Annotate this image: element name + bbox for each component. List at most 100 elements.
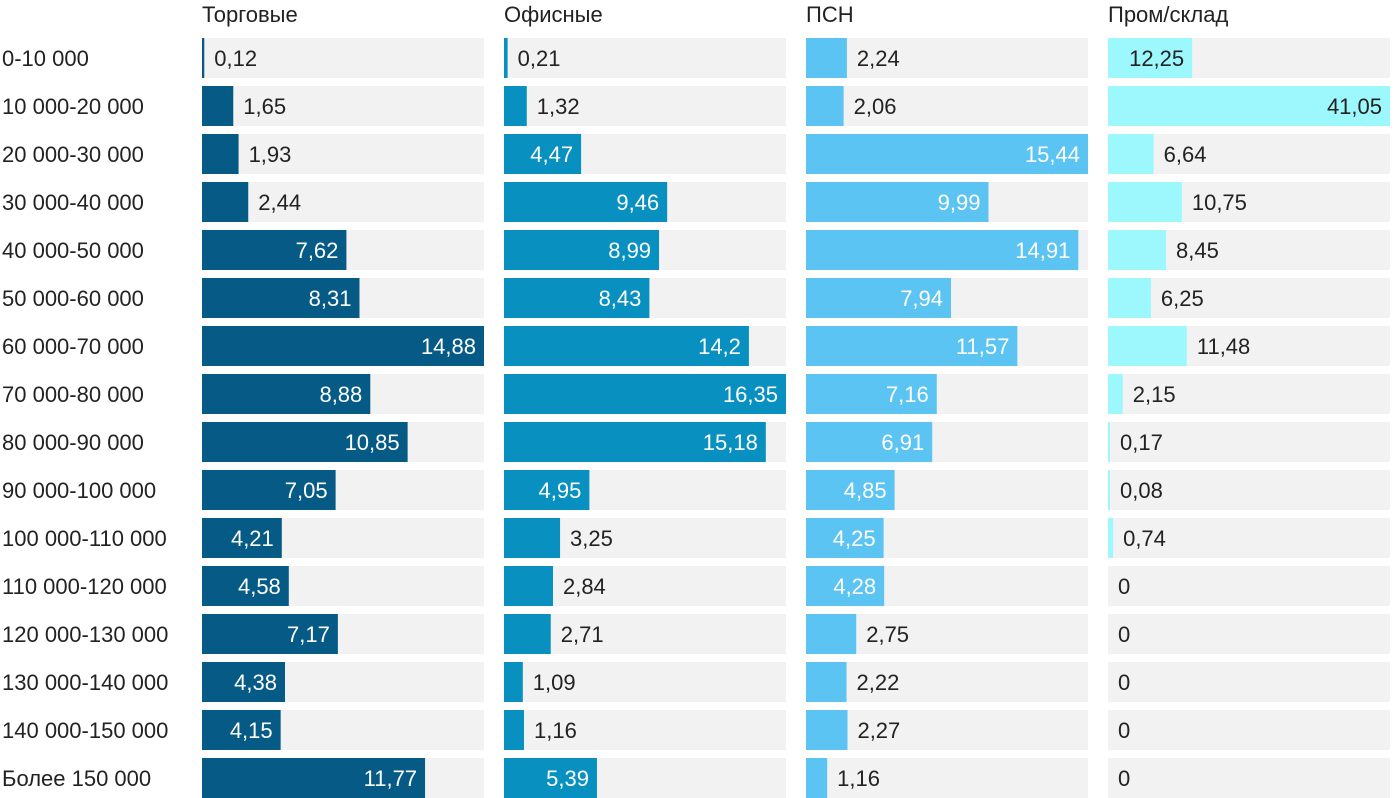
panel-1: Торговые 0,12 1,65 1,93 2,44 7,62 8,31 14,88 8,8… bbox=[202, 2, 484, 798]
category-label: Более 150 000 bbox=[2, 766, 151, 791]
data-label: 6,91 bbox=[881, 430, 924, 455]
data-label: 1,32 bbox=[537, 94, 580, 119]
bar bbox=[806, 614, 857, 654]
bar bbox=[806, 566, 885, 606]
bar-track bbox=[806, 662, 1088, 702]
bar bbox=[806, 422, 933, 462]
bar bbox=[806, 710, 848, 750]
bar bbox=[1108, 134, 1154, 174]
data-label: 15,18 bbox=[703, 430, 758, 455]
data-label: 1,93 bbox=[249, 142, 292, 167]
bar-track bbox=[1108, 134, 1390, 174]
data-label: 4,47 bbox=[530, 142, 573, 167]
data-label: 2,22 bbox=[857, 670, 900, 695]
bar-track bbox=[202, 86, 484, 126]
category-label: 20 000-30 000 bbox=[2, 142, 144, 167]
bar bbox=[1108, 470, 1110, 510]
category-label: 30 000-40 000 bbox=[2, 190, 144, 215]
category-label: 0-10 000 bbox=[2, 46, 89, 71]
bar-track bbox=[202, 134, 484, 174]
bar bbox=[806, 278, 952, 318]
bar bbox=[202, 38, 205, 78]
category-label: 50 000-60 000 bbox=[2, 286, 144, 311]
data-label: 8,45 bbox=[1176, 238, 1219, 263]
series-header: Торговые bbox=[202, 2, 298, 27]
data-label: 4,15 bbox=[230, 718, 273, 743]
data-label: 9,99 bbox=[938, 190, 981, 215]
category-labels: 0-10 000 10 000-20 000 20 000-30 000 30 000… bbox=[2, 46, 168, 791]
data-label: 0,21 bbox=[518, 46, 561, 71]
bar bbox=[1108, 422, 1110, 462]
bar bbox=[202, 374, 371, 414]
data-label: 7,94 bbox=[900, 286, 943, 311]
bar-track bbox=[806, 758, 1088, 798]
bar-track bbox=[1108, 566, 1390, 606]
data-label: 7,62 bbox=[296, 238, 339, 263]
bar bbox=[202, 134, 239, 174]
bar bbox=[806, 182, 989, 222]
bar bbox=[202, 278, 360, 318]
bar bbox=[504, 710, 525, 750]
bar-track bbox=[1108, 758, 1390, 798]
bar bbox=[504, 470, 590, 510]
bar bbox=[504, 134, 582, 174]
category-label: 10 000-20 000 bbox=[2, 94, 144, 119]
data-label: 1,09 bbox=[533, 670, 576, 695]
data-label: 1,16 bbox=[837, 766, 880, 791]
bar bbox=[504, 374, 786, 414]
bar-track bbox=[1108, 374, 1390, 414]
data-label: 2,06 bbox=[854, 94, 897, 119]
data-label: 14,2 bbox=[698, 334, 741, 359]
data-label: 0 bbox=[1118, 622, 1130, 647]
data-label: 4,85 bbox=[844, 478, 887, 503]
bar bbox=[504, 614, 551, 654]
data-label: 41,05 bbox=[1327, 94, 1382, 119]
bar bbox=[202, 326, 484, 366]
bar-track bbox=[1108, 518, 1390, 558]
bar bbox=[806, 326, 1018, 366]
bar-track bbox=[504, 38, 786, 78]
bar bbox=[504, 38, 508, 78]
bar bbox=[1108, 326, 1187, 366]
panel-2: Офисные 0,21 1,32 4,47 9,46 8,99 8,43 14,2 16,35… bbox=[504, 2, 786, 798]
bar-track bbox=[1108, 614, 1390, 654]
data-label: 1,65 bbox=[243, 94, 286, 119]
data-label: 1,16 bbox=[534, 718, 577, 743]
data-label: 14,88 bbox=[421, 334, 476, 359]
bar bbox=[806, 470, 895, 510]
bar-track bbox=[1108, 662, 1390, 702]
bar bbox=[1108, 38, 1193, 78]
bar bbox=[202, 710, 281, 750]
bar bbox=[504, 86, 527, 126]
bar bbox=[202, 518, 282, 558]
data-label: 2,71 bbox=[561, 622, 604, 647]
bar-track bbox=[1108, 710, 1390, 750]
data-label: 2,84 bbox=[563, 574, 606, 599]
category-label: 80 000-90 000 bbox=[2, 430, 144, 455]
bar bbox=[806, 374, 937, 414]
data-label: 10,85 bbox=[345, 430, 400, 455]
category-label: 100 000-110 000 bbox=[2, 526, 167, 551]
data-label: 4,21 bbox=[231, 526, 274, 551]
data-label: 0,08 bbox=[1120, 478, 1163, 503]
data-label: 8,43 bbox=[599, 286, 642, 311]
bar bbox=[806, 86, 844, 126]
bar-track bbox=[504, 710, 786, 750]
category-label: 140 000-150 000 bbox=[2, 718, 168, 743]
data-label: 11,77 bbox=[364, 766, 417, 791]
bar bbox=[504, 422, 766, 462]
bar bbox=[504, 182, 668, 222]
data-label: 2,44 bbox=[258, 190, 301, 215]
bar bbox=[202, 86, 234, 126]
category-label: 60 000-70 000 bbox=[2, 334, 144, 359]
bar bbox=[202, 662, 286, 702]
bar bbox=[806, 758, 828, 798]
data-label: 8,99 bbox=[608, 238, 651, 263]
data-label: 7,17 bbox=[287, 622, 330, 647]
bar bbox=[1108, 374, 1123, 414]
data-label: 14,91 bbox=[1015, 238, 1070, 263]
category-label: 120 000-130 000 bbox=[2, 622, 168, 647]
bar-track bbox=[1108, 470, 1390, 510]
bar bbox=[202, 470, 336, 510]
